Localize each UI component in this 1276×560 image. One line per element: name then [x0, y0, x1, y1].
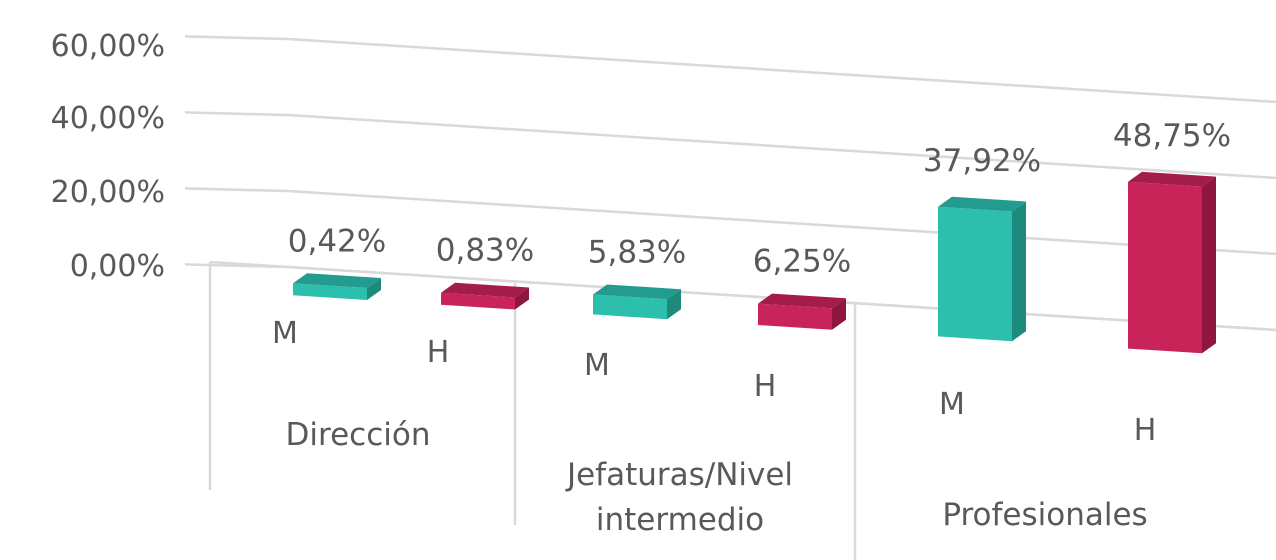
- category-label: H: [754, 369, 777, 404]
- y-tick-label: 0,00%: [70, 249, 165, 284]
- y-tick-label: 40,00%: [51, 101, 165, 136]
- bar-top: [938, 196, 1026, 212]
- category-label: M: [939, 387, 965, 422]
- bar-front: [938, 206, 1012, 342]
- data-label: 5,83%: [588, 234, 686, 270]
- bars: [293, 171, 1216, 354]
- gridline: [184, 35, 1276, 104]
- x-axis: M H M H M H Dirección Jefaturas/Nivel intermedio…: [272, 316, 1156, 538]
- category-frame: [208, 260, 1276, 560]
- group-label: Profesionales: [942, 497, 1147, 533]
- data-labels: 0,42% 0,83% 5,83% 6,25% 37,92% 48,75%: [288, 118, 1231, 280]
- y-tick-label: 20,00%: [51, 175, 165, 210]
- category-label: M: [584, 348, 610, 383]
- bar-top: [293, 273, 381, 288]
- data-label: 6,25%: [753, 244, 851, 280]
- data-label: 37,92%: [923, 143, 1041, 179]
- gridline: [184, 111, 1276, 180]
- category-label: M: [272, 316, 298, 351]
- bar-side: [1012, 201, 1026, 342]
- y-tick-label: 60,00%: [51, 29, 165, 64]
- bar-top: [593, 284, 681, 300]
- group-label: Dirección: [286, 417, 431, 453]
- category-label: H: [1134, 413, 1157, 448]
- group-label: Jefaturas/Nivel intermedio: [565, 457, 793, 538]
- bar-front: [441, 292, 515, 310]
- data-label: 0,83%: [436, 233, 534, 269]
- y-axis: 60,00% 40,00% 20,00% 0,00%: [51, 29, 165, 284]
- data-label: 48,75%: [1113, 118, 1231, 154]
- bar-side: [832, 298, 846, 330]
- floor-edge: [209, 260, 1276, 332]
- bar-front: [758, 303, 832, 330]
- data-label: 0,42%: [288, 223, 386, 259]
- bar-side: [367, 278, 381, 300]
- bar-top: [1128, 171, 1216, 187]
- bar-front: [293, 283, 367, 300]
- bar-top: [441, 282, 529, 298]
- bar-top: [758, 293, 846, 309]
- bar-side: [515, 287, 529, 310]
- bar-front: [593, 294, 667, 320]
- category-label: H: [427, 335, 450, 370]
- bar-front: [1128, 181, 1202, 354]
- bar-side: [1202, 176, 1216, 354]
